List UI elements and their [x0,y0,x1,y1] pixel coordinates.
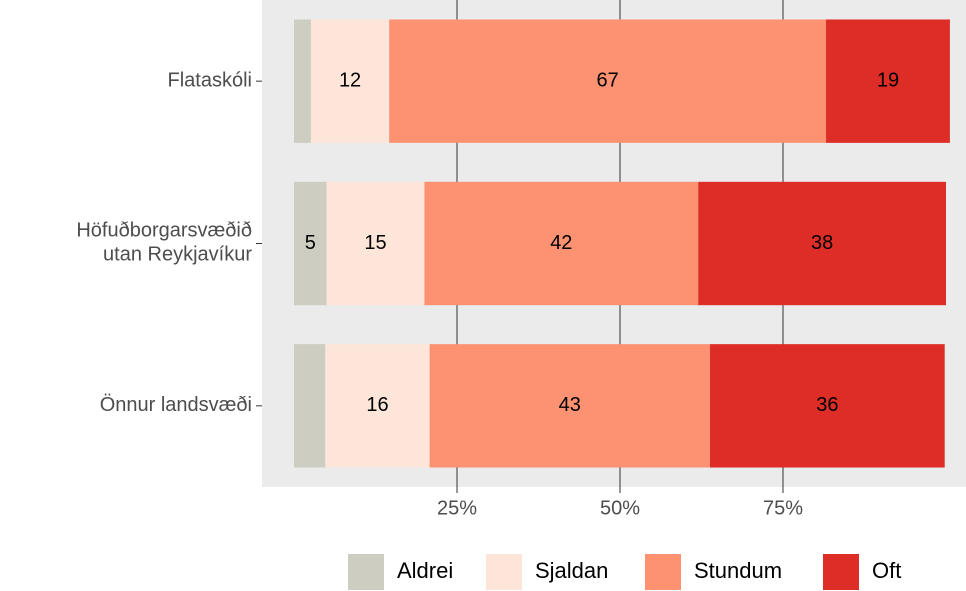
bar-segment [310,19,390,143]
bar-segment [326,181,425,306]
data-label: 15 [364,232,386,254]
legend-swatch [823,554,859,590]
legend-label: Aldrei [397,558,453,583]
legend-swatch [348,554,384,590]
legend-swatch [645,554,681,590]
bar-segment [294,181,327,306]
data-label: 16 [366,394,388,416]
legend-label: Sjaldan [535,558,608,583]
bar-segment [709,344,945,468]
data-label: 38 [811,232,833,254]
bar-segment [389,19,827,143]
legend-label: Oft [872,558,901,583]
bar-segment [424,181,699,306]
data-label: 43 [559,394,581,416]
bar-segment [325,344,430,468]
data-label: 19 [877,69,899,91]
y-tick-label: Önnur landsvæði [100,394,252,416]
x-tick-label: 50% [600,497,640,519]
data-label: 67 [596,69,618,91]
y-tick-label: Flataskóli [168,69,252,91]
data-label: 36 [816,394,838,416]
bar-segment [826,19,950,143]
bar-segment [698,181,946,306]
x-tick-label: 75% [763,497,803,519]
bar-segment [294,19,311,143]
data-label: 12 [339,69,361,91]
data-label: 42 [550,232,572,254]
x-tick-label: 25% [437,497,477,519]
data-label: 5 [305,232,316,254]
bar-segment [429,344,710,468]
legend-swatch [486,554,522,590]
bar-segment [294,344,326,468]
legend-label: Stundum [694,558,782,583]
y-tick-label: Höfuðborgarsvæðið utan Reykjavíkur [76,220,252,266]
